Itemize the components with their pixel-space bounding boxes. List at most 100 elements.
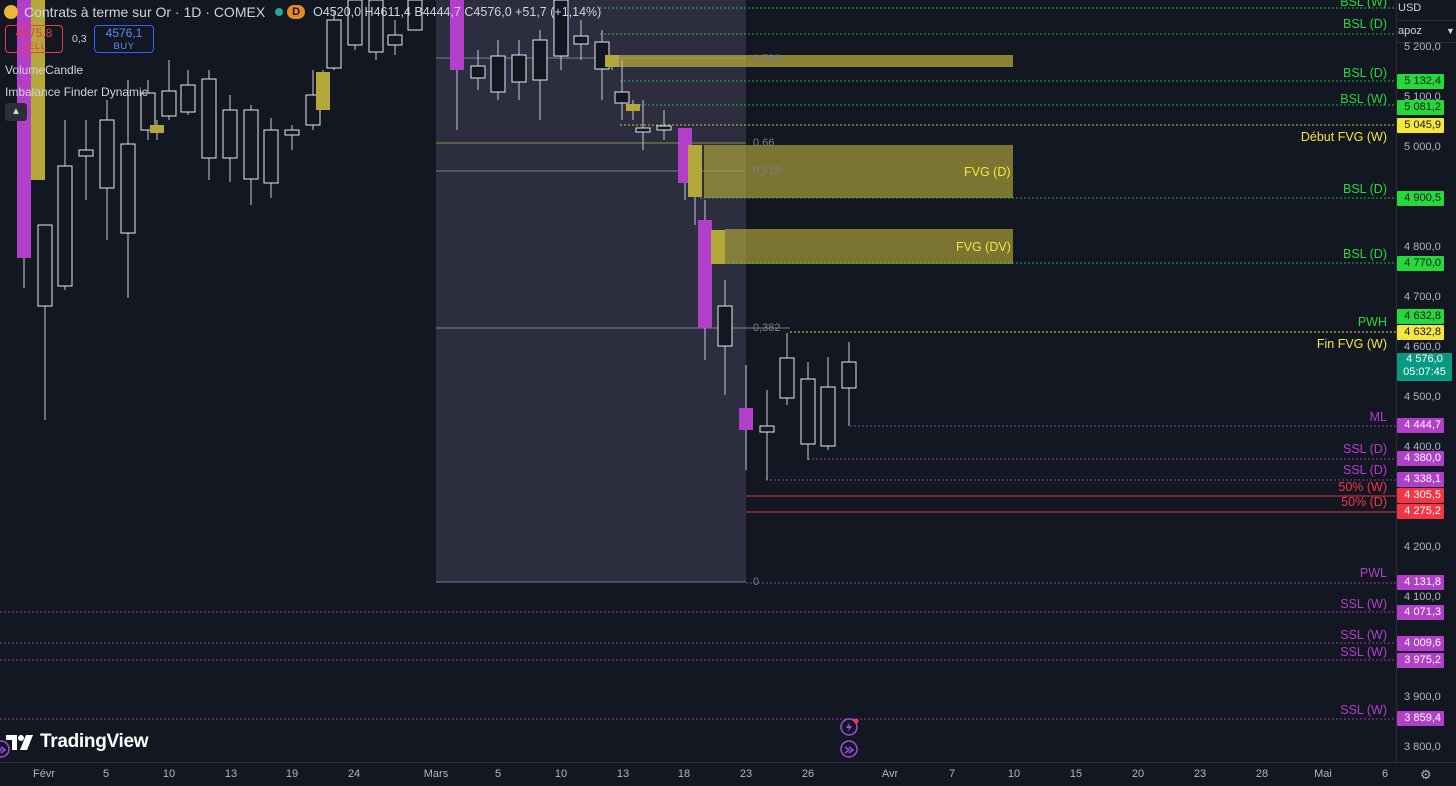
candle-body (841, 361, 857, 389)
candle-body (222, 109, 238, 159)
candle-body (57, 165, 73, 287)
fib-label: 0,382 (753, 322, 781, 334)
level-label: 50% (D) (1341, 495, 1387, 509)
candle-body (605, 55, 619, 67)
candle-body (326, 19, 342, 69)
tradingview-logo[interactable]: TradingView (6, 731, 149, 753)
time-tick: 15 (1069, 768, 1083, 780)
time-axis[interactable]: Févr 5 10 13 19 24 Mars 5 10 13 18 23 26… (0, 762, 1456, 786)
fvg-zone-dv (725, 229, 1013, 264)
time-tick: 20 (1131, 768, 1145, 780)
chart-pane[interactable]: Contrats à terme sur Or · 1D · COMEX D O… (0, 0, 1396, 762)
candle-body (161, 90, 177, 117)
price-chart[interactable] (0, 0, 1396, 762)
price-tick: 3 800,0 (1404, 741, 1441, 753)
candle-countdown: 05:07:45 (1403, 366, 1446, 378)
delay-badge: D (287, 5, 306, 19)
candle-body (180, 84, 196, 113)
candle-body (717, 305, 733, 347)
fib-label: 0,66 (753, 137, 775, 149)
fib-box (436, 0, 746, 582)
current-price: 4 576,0 (1406, 353, 1443, 365)
price-tick: 4 600,0 (1404, 341, 1441, 353)
price-tick: 4 500,0 (1404, 391, 1441, 403)
candle-body (150, 125, 164, 133)
price-tag: 4 770,0 (1397, 256, 1444, 271)
time-tick: 6 (1381, 768, 1389, 780)
price-tag: 4 131,8 (1397, 575, 1444, 590)
price-tag: 4 632,8 (1397, 325, 1444, 340)
chevron-up-icon[interactable]: ▲ (5, 103, 27, 121)
time-tick: Mars (423, 768, 449, 780)
time-tick: 10 (1007, 768, 1021, 780)
price-tag: 3 859,4 (1397, 711, 1444, 726)
indicator-volumecandle[interactable]: VolumeCandle (5, 63, 84, 77)
level-label: SSL (W) (1340, 628, 1387, 642)
time-tick: 10 (554, 768, 568, 780)
candle-body (779, 357, 795, 399)
candle-body (626, 104, 640, 111)
candle-body (820, 386, 836, 447)
alert-icon[interactable] (840, 717, 860, 737)
settings-gear-icon[interactable]: ⚙ (1420, 767, 1432, 782)
price-tag: 4 305,5 (1397, 488, 1444, 503)
price-tick: 5 000,0 (1404, 141, 1441, 153)
level-label: SSL (W) (1340, 703, 1387, 717)
chevron-down-icon[interactable]: ▼ (1446, 26, 1455, 36)
candle-body (387, 34, 403, 46)
market-status-dot (275, 8, 284, 16)
chart-header: Contrats à terme sur Or · 1D · COMEX D O… (4, 2, 601, 22)
price-tick: 3 900,0 (1404, 691, 1441, 703)
indicator-imbalance-finder[interactable]: Imbalance Finder Dynamic (5, 85, 148, 99)
level-label: SSL (W) (1340, 645, 1387, 659)
level-label: PWL (1359, 566, 1387, 580)
candle-body (532, 39, 548, 81)
tradingview-logo-icon (6, 735, 33, 750)
tradingview-wordmark: TradingView (40, 731, 149, 752)
candle-body (553, 0, 569, 57)
replay-icon[interactable] (840, 740, 860, 760)
candle-body (573, 35, 589, 45)
time-tick: 5 (102, 768, 110, 780)
candle-body (635, 127, 651, 133)
level-label: BSL (W) (1340, 0, 1387, 9)
price-tag: 4 900,5 (1397, 191, 1444, 206)
candle-body (407, 0, 423, 31)
price-tag: 3 975,2 (1397, 653, 1444, 668)
candle-body (99, 119, 115, 189)
candle-body (739, 408, 753, 430)
time-tick: 23 (1193, 768, 1207, 780)
symbol-title[interactable]: Contrats à terme sur Or · 1D · COMEX (24, 4, 266, 20)
level-label: SSL (W) (1340, 597, 1387, 611)
candle-body (347, 0, 363, 46)
sell-label: SELL (21, 41, 47, 52)
fib-label: 0,618 (753, 165, 781, 177)
time-tick: 26 (801, 768, 815, 780)
level-label: BSL (D) (1343, 17, 1387, 31)
fvg-label: FVG (DV) (956, 240, 1011, 254)
level-label: BSL (W) (1340, 92, 1387, 106)
ohlc-readout: O4520,0 H4611,4 B4444,7 C4576,0 +51,7 (+… (313, 5, 602, 19)
buy-button[interactable]: 4576,1 BUY (94, 25, 154, 53)
time-tick: 19 (285, 768, 299, 780)
candle-body (490, 55, 506, 93)
price-tick: 4 700,0 (1404, 291, 1441, 303)
time-tick: 5 (494, 768, 502, 780)
currency-select[interactable]: USD (1398, 2, 1422, 14)
candle-body (800, 378, 816, 445)
buy-label: BUY (113, 41, 135, 52)
price-tag: 4 444,7 (1397, 418, 1444, 433)
candle-body (263, 129, 279, 184)
price-tick: 5 200,0 (1404, 41, 1441, 53)
price-tag: 5 045,9 (1397, 118, 1444, 133)
replay-icon-left[interactable] (0, 740, 12, 760)
candle-body (316, 72, 330, 110)
price-tag: 5 081,2 (1397, 100, 1444, 115)
time-tick: Févr (33, 768, 55, 780)
time-tick: 13 (224, 768, 238, 780)
time-tick: 28 (1255, 768, 1269, 780)
sell-button[interactable]: 4575,8 SELL (5, 25, 63, 53)
candle-body (284, 129, 300, 136)
price-tag: 4 275,2 (1397, 504, 1444, 519)
account-select[interactable]: apoz (1398, 25, 1422, 37)
